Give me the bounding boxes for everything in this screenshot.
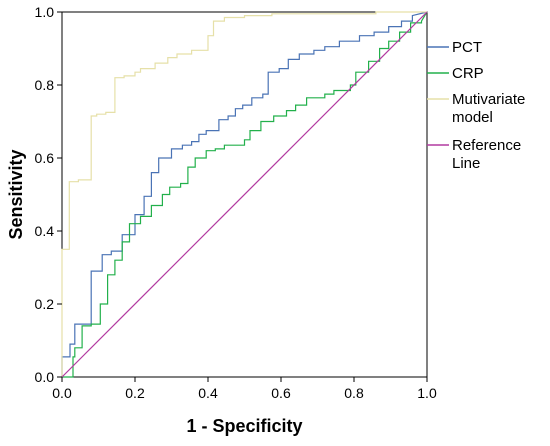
legend-label-1: CRP	[452, 65, 484, 82]
y-axis-ticks: 0.0 0.2 0.4 0.6 0.8 1.0	[35, 4, 62, 385]
y-axis-title: Sensitivity	[6, 149, 26, 239]
legend-label-0: PCT	[452, 39, 482, 56]
legend-label-2: Mutivariate model	[452, 91, 525, 126]
legend: PCT CRP Mutivariate model Reference Line	[427, 39, 525, 172]
y-tick-label-5: 1.0	[35, 4, 55, 20]
legend-label-3: Reference Line	[452, 137, 521, 172]
y-tick-label-2: 0.4	[35, 223, 55, 239]
y-tick-label-3: 0.6	[35, 150, 55, 166]
x-axis-ticks: 0.0 0.2 0.4 0.6 0.8 1.0	[52, 377, 437, 401]
x-tick-label-2: 0.4	[198, 385, 218, 401]
x-tick-label-4: 0.8	[344, 385, 364, 401]
x-tick-label-0: 0.0	[52, 385, 72, 401]
x-tick-label-5: 1.0	[417, 385, 437, 401]
y-tick-label-0: 0.0	[35, 369, 55, 385]
series-layer	[61, 11, 428, 378]
series-line-3	[61, 11, 428, 378]
y-tick-label-1: 0.2	[35, 296, 55, 312]
y-tick-label-4: 0.8	[35, 77, 55, 93]
series-line-0	[61, 11, 428, 377]
x-tick-label-3: 0.6	[271, 385, 291, 401]
x-axis-title: 1 - Specificity	[186, 416, 302, 436]
series-line-2	[61, 11, 427, 377]
x-tick-label-1: 0.2	[125, 385, 145, 401]
